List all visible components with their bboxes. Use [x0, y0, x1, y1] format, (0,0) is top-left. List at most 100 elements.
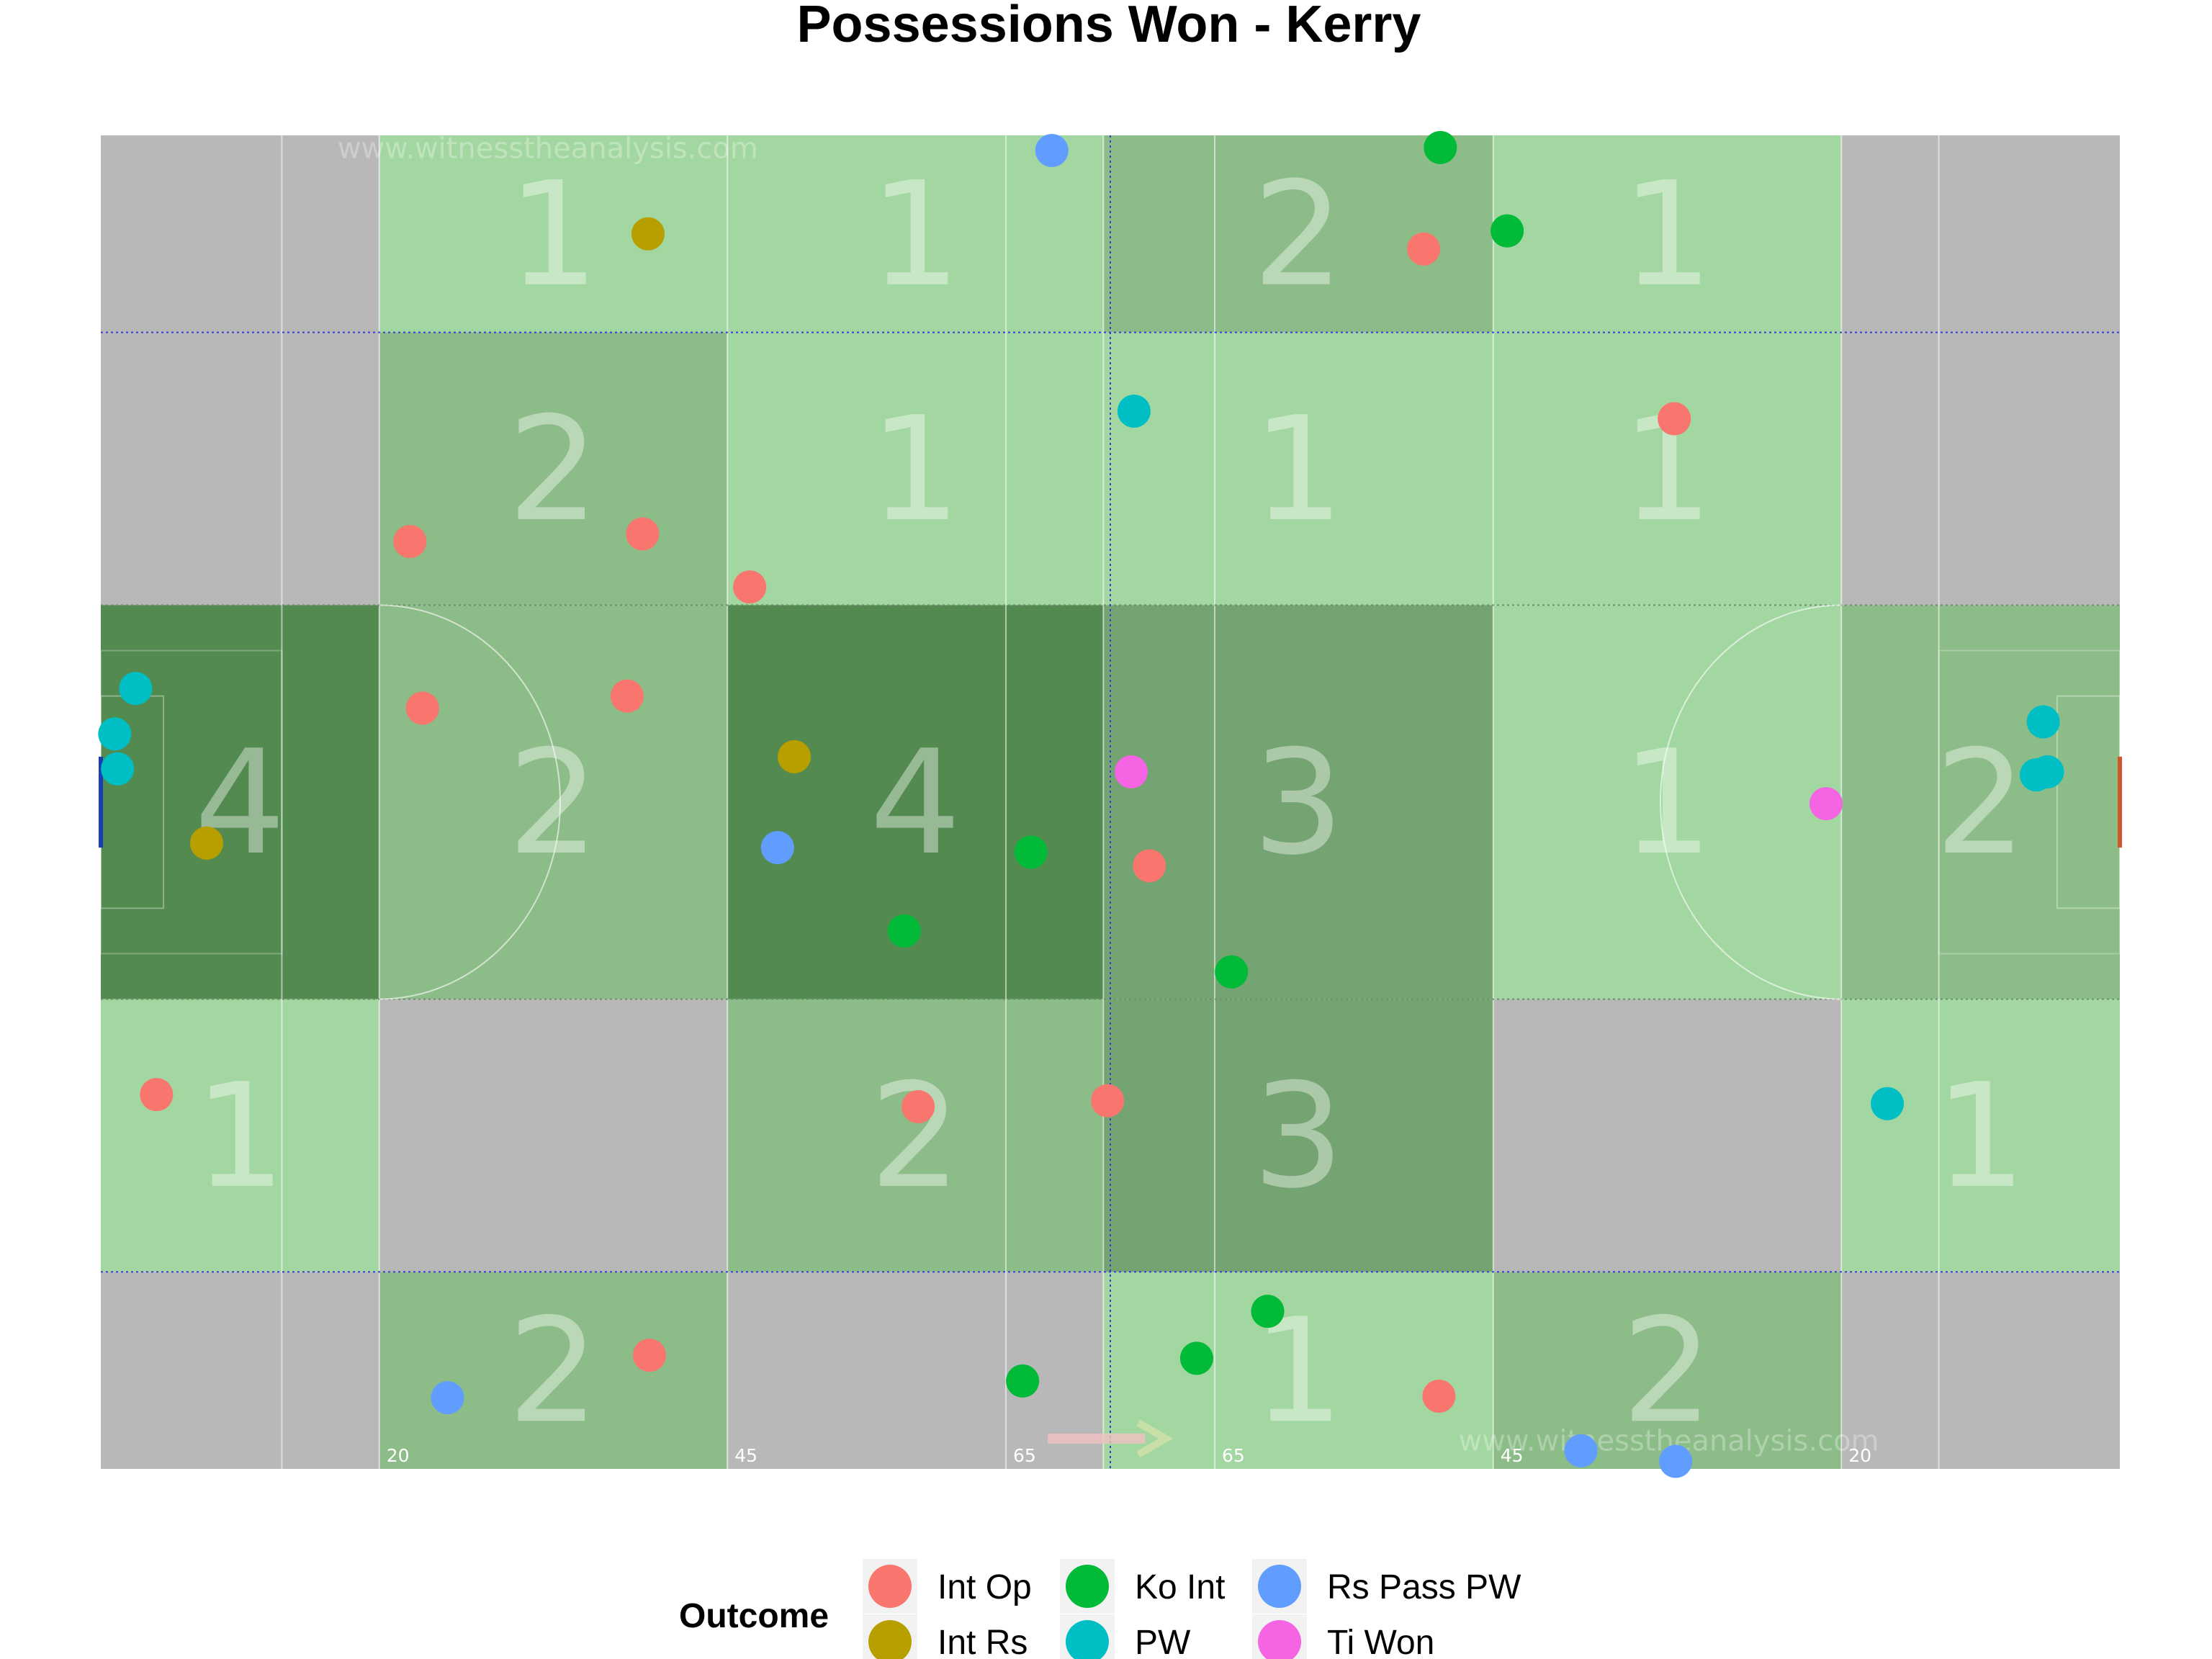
- data-point: [610, 679, 644, 713]
- distance-label: 65: [1013, 1445, 1036, 1466]
- data-point: [760, 831, 794, 865]
- data-point: [1491, 214, 1524, 248]
- data-point: [1179, 1341, 1213, 1375]
- data-point: [1659, 1444, 1693, 1478]
- zone-cell: [1841, 1272, 2120, 1469]
- zone-cell: [1841, 332, 2120, 606]
- data-point: [1251, 1295, 1285, 1328]
- zone-cell: [1493, 1272, 1842, 1469]
- data-point: [1407, 232, 1441, 266]
- arc-line: [379, 604, 561, 1000]
- data-point: [1091, 1084, 1125, 1118]
- zone-cell: [727, 332, 1104, 606]
- legend-label: Int Op: [938, 1568, 1032, 1606]
- distance-label: 20: [387, 1445, 410, 1466]
- legend-swatch: [1066, 1565, 1109, 1608]
- data-point: [1006, 1364, 1040, 1398]
- legend-label: Ko Int: [1135, 1568, 1225, 1606]
- zone-cell: [727, 999, 1104, 1272]
- zone-cell: [1841, 135, 2120, 333]
- zone-count-label: 1: [870, 151, 961, 319]
- data-point: [1035, 134, 1069, 168]
- zone-cell: [101, 1272, 379, 1469]
- zone-cell: [1103, 999, 1493, 1272]
- zone-cell: [1841, 999, 2120, 1272]
- data-point: [626, 517, 660, 551]
- zone-cell: [1493, 605, 1842, 999]
- zone-count-label: 2: [508, 386, 599, 554]
- data-point: [887, 914, 921, 948]
- legend-title: Outcome: [679, 1597, 829, 1635]
- zone-count-label: 1: [508, 151, 599, 319]
- zone-cell: [379, 332, 728, 606]
- zone-count-label: 1: [1252, 386, 1344, 554]
- zone-count-label: 2: [1622, 1287, 1713, 1455]
- legend-label: Rs Pass PW: [1327, 1568, 1521, 1606]
- zone-count-label: 2: [508, 719, 599, 887]
- goal-left: [99, 756, 103, 848]
- data-point: [1809, 787, 1843, 821]
- zone-count-label: 3: [1252, 719, 1344, 887]
- legend-swatch: [1066, 1620, 1109, 1659]
- data-point: [405, 691, 439, 725]
- zone-cell: [727, 1272, 1104, 1469]
- zone-count-label: 1: [1622, 151, 1713, 319]
- zone-cell: [727, 135, 1104, 333]
- distance-label: 45: [1501, 1445, 1524, 1466]
- data-point: [1658, 402, 1691, 436]
- data-point: [1564, 1434, 1598, 1467]
- data-point: [1871, 1087, 1905, 1120]
- distance-label: 20: [1848, 1445, 1871, 1466]
- zone-count-label: 4: [194, 719, 286, 887]
- zone-count-label: 1: [870, 386, 961, 554]
- data-point: [1422, 1379, 1456, 1413]
- legend-swatch: [868, 1565, 912, 1608]
- zone-cell: [1103, 605, 1493, 999]
- chart-title: Possessions Won - Kerry: [797, 0, 1421, 53]
- data-point: [778, 739, 811, 773]
- zone-cell: [101, 999, 379, 1272]
- legend-label: Int Rs: [938, 1624, 1028, 1659]
- legend-swatch: [1258, 1565, 1301, 1608]
- zone-cell: [379, 605, 728, 999]
- zone-count-label: 1: [1622, 719, 1713, 887]
- data-point: [631, 217, 665, 251]
- zone-cell: [101, 332, 379, 606]
- zone-cell: [101, 135, 379, 333]
- goal-right: [2118, 756, 2122, 848]
- data-point: [1215, 955, 1249, 989]
- data-point: [101, 752, 135, 786]
- legend: Outcome Int Op Int Rs Ko Int PW Rs Pass PW Ti …: [679, 1559, 1521, 1659]
- arc-line: [1660, 604, 1842, 1000]
- zone-cell: [379, 1272, 728, 1469]
- data-point: [393, 525, 427, 559]
- zone-cell: [379, 999, 728, 1272]
- zone-cell: [1103, 332, 1493, 606]
- zone-count-label: 2: [1935, 719, 2026, 887]
- legend-label: Ti Won: [1327, 1624, 1434, 1659]
- legend-label: PW: [1135, 1624, 1191, 1659]
- data-point: [1424, 130, 1457, 164]
- distance-label: 45: [734, 1445, 757, 1466]
- zone-count-label: 1: [194, 1053, 286, 1220]
- watermark-text: www.witnesstheanalysis.com: [338, 132, 758, 166]
- data-point: [2026, 705, 2060, 739]
- data-point: [431, 1381, 464, 1415]
- data-point: [189, 826, 223, 860]
- zone-count-label: 2: [870, 1053, 961, 1220]
- distance-label: 65: [1222, 1445, 1245, 1466]
- data-point: [1115, 755, 1148, 788]
- data-point: [1117, 395, 1151, 428]
- data-point: [632, 1339, 666, 1372]
- data-point: [119, 672, 153, 706]
- data-point: [2031, 755, 2064, 788]
- zone-count-label: 3: [1252, 1053, 1344, 1220]
- legend-swatch: [1258, 1620, 1301, 1659]
- zone-count-label: 2: [1252, 151, 1344, 319]
- zone-count-label: 2: [508, 1287, 599, 1455]
- data-point: [1014, 835, 1048, 869]
- data-point: [733, 570, 767, 604]
- zone-count-label: 1: [1935, 1053, 2026, 1220]
